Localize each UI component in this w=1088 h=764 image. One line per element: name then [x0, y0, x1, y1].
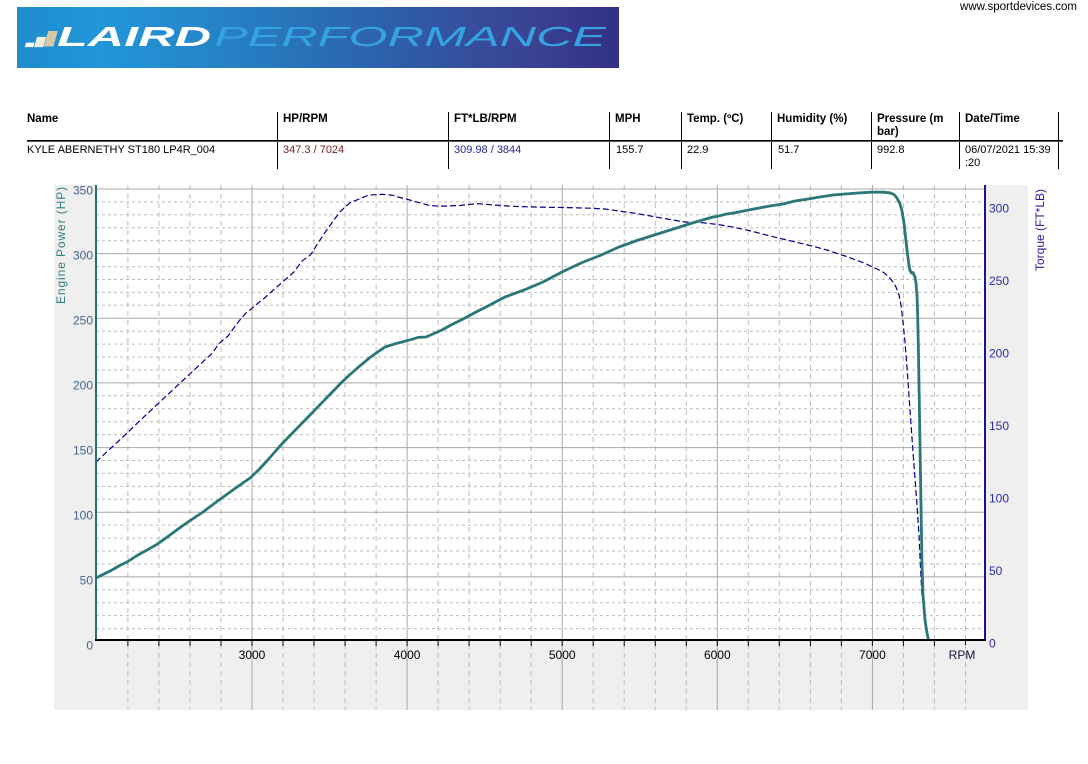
- svg-text:150: 150: [989, 419, 1009, 433]
- svg-text:300: 300: [989, 201, 1009, 215]
- svg-text:0: 0: [86, 639, 93, 653]
- svg-text:300: 300: [73, 249, 93, 263]
- svg-text:4000: 4000: [394, 648, 421, 662]
- svg-text:6000: 6000: [704, 648, 731, 662]
- svg-text:200: 200: [73, 379, 93, 393]
- svg-text:50: 50: [80, 574, 94, 588]
- svg-text:50: 50: [989, 564, 1003, 578]
- svg-text:200: 200: [989, 346, 1009, 360]
- svg-text:100: 100: [73, 509, 93, 523]
- svg-text:3000: 3000: [239, 648, 266, 662]
- svg-text:RPM: RPM: [949, 648, 976, 662]
- svg-text:7000: 7000: [859, 648, 886, 662]
- svg-text:0: 0: [989, 636, 996, 650]
- svg-text:150: 150: [73, 444, 93, 458]
- svg-text:350: 350: [73, 185, 93, 198]
- svg-text:250: 250: [989, 274, 1009, 288]
- svg-text:Engine Power (HP): Engine Power (HP): [54, 186, 68, 304]
- svg-text:100: 100: [989, 491, 1009, 505]
- svg-text:5000: 5000: [549, 648, 576, 662]
- svg-text:250: 250: [73, 314, 93, 328]
